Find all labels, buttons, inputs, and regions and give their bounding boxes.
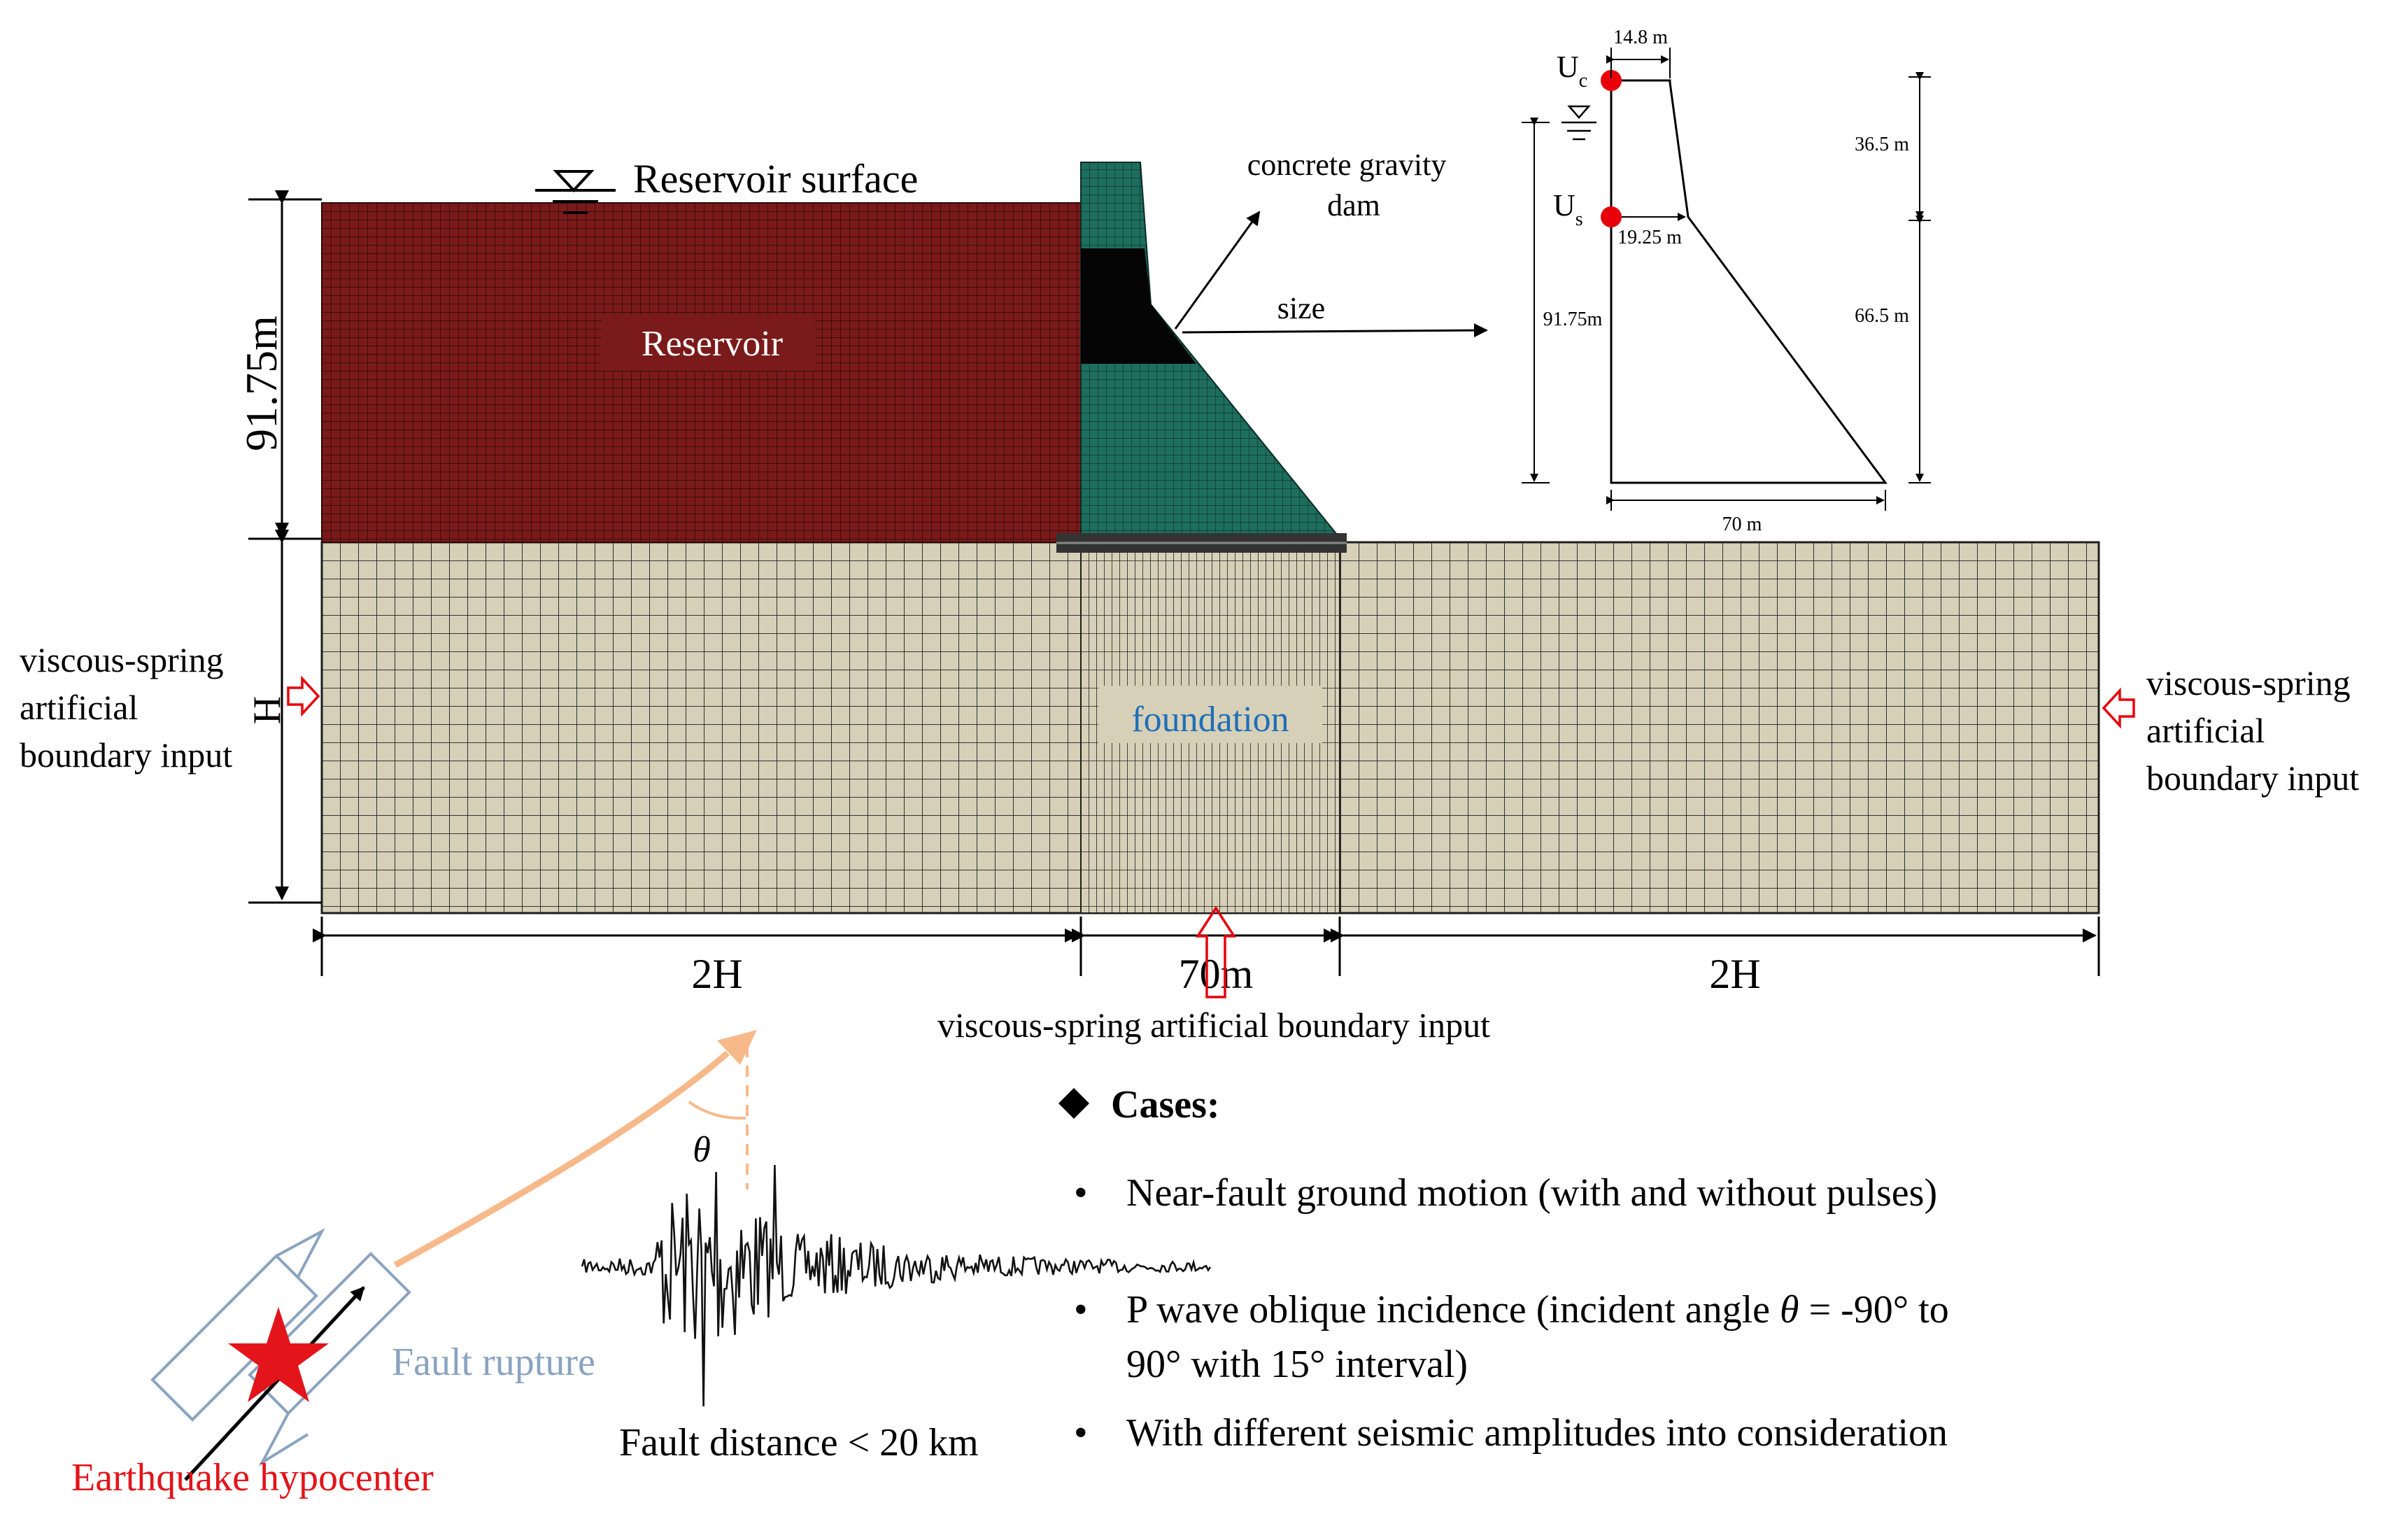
total-height-label: 91.75m [1543, 309, 1603, 330]
slope-break-width-label: 19.25 m [1617, 227, 1682, 248]
dam-mesh [1056, 162, 1347, 553]
wave-arrowhead-icon [717, 1030, 757, 1065]
incident-wave: θ [393, 1030, 757, 1268]
right-input-arrow-icon [2102, 687, 2135, 729]
wave-ray [393, 1050, 730, 1268]
slope-point-label: Us [1553, 188, 1583, 230]
theta-label: θ [693, 1130, 711, 1170]
reservoir-text: Reservoir [642, 324, 783, 364]
left-input-arrow-icon [287, 675, 320, 717]
bullet-3-icon: • [1074, 1411, 1088, 1455]
case-item-1: Near-fault ground motion (with and witho… [1126, 1171, 1937, 1215]
reservoir-height-label: 91.75m [236, 316, 286, 451]
dam-section-inset: Uc Us 14.8 m 19.25 m 36.5 m 66.5 m [1522, 27, 1931, 535]
slope-point-marker [1601, 206, 1622, 227]
width-mid-label: 70m [1179, 951, 1254, 997]
crest-point-label: Uc [1557, 50, 1587, 92]
size-label: size [1277, 291, 1325, 325]
right-boundary-line2: artificial [2146, 711, 2265, 750]
bullet-1-icon: • [1074, 1171, 1088, 1215]
foundation-height-label: H [246, 696, 289, 724]
reservoir-surface-label: Reservoir surface [633, 156, 918, 202]
fault-diagram: Fault rupture Earthquake hypocenter [71, 1228, 595, 1499]
case-item-2-line1: P wave oblique incidence (incident angle… [1126, 1288, 1949, 1331]
width-right-label: 2H [1709, 951, 1760, 997]
reservoir-mesh [321, 202, 1082, 543]
incident-angle-arc [688, 1101, 746, 1120]
dam-section-outline [1610, 79, 1888, 484]
height-dimensions: 91.75m H [236, 190, 322, 904]
width-dimensions: 2H 70m 2H [313, 917, 2100, 997]
bullet-2-icon: • [1074, 1288, 1088, 1331]
dam-label-arrow [1174, 211, 1261, 330]
base-width-label: 70 m [1722, 514, 1762, 535]
hypocenter-star-icon [228, 1307, 329, 1402]
cases-panel: Cases: • Near-fault ground motion (with … [1058, 1083, 1949, 1455]
fault-block-left-icon [150, 1228, 325, 1422]
case-item-2-line2: 90° with 15° interval) [1126, 1343, 1468, 1386]
width-left-label: 2H [691, 951, 742, 997]
left-boundary-input: viscous-spring artificial boundary input [20, 640, 320, 775]
foundation-mesh [320, 541, 2100, 914]
cases-diamond-icon [1058, 1088, 1089, 1119]
foundation-text: foundation [1131, 700, 1289, 740]
fault-distance-label: Fault distance < 20 km [619, 1421, 979, 1464]
fault-line [184, 1286, 365, 1481]
bottom-input-arrow-icon [1195, 905, 1237, 998]
bottom-boundary-label: viscous-spring artificial boundary input [937, 1005, 1490, 1045]
case-item-3: With different seismic amplitudes into c… [1126, 1411, 1948, 1455]
left-boundary-line3: boundary input [20, 735, 232, 775]
upper-height-label: 36.5 m [1855, 134, 1909, 155]
cases-heading: Cases: [1111, 1083, 1220, 1126]
crest-point-marker [1601, 70, 1622, 91]
seismogram-trace [581, 1164, 1212, 1407]
right-boundary-line1: viscous-spring [2146, 663, 2351, 702]
foundation-label: foundation [1098, 686, 1322, 743]
water-surface-icon [535, 170, 616, 214]
fault-rupture-label: Fault rupture [392, 1341, 595, 1384]
left-boundary-line2: artificial [20, 688, 138, 727]
dam-label-line2: dam [1327, 188, 1380, 222]
hypocenter-label: Earthquake hypocenter [71, 1456, 434, 1499]
lower-height-label: 66.5 m [1855, 305, 1909, 327]
dam-label-line1: concrete gravity [1247, 148, 1447, 182]
inset-water-level-icon [1561, 105, 1596, 141]
crest-width-label: 14.8 m [1613, 27, 1668, 48]
left-boundary-line1: viscous-spring [20, 640, 224, 679]
right-boundary-input: viscous-spring artificial boundary input [2102, 663, 2359, 798]
size-arrow [1182, 323, 1488, 338]
right-boundary-line3: boundary input [2146, 758, 2359, 798]
reservoir-label: Reservoir [602, 315, 815, 371]
